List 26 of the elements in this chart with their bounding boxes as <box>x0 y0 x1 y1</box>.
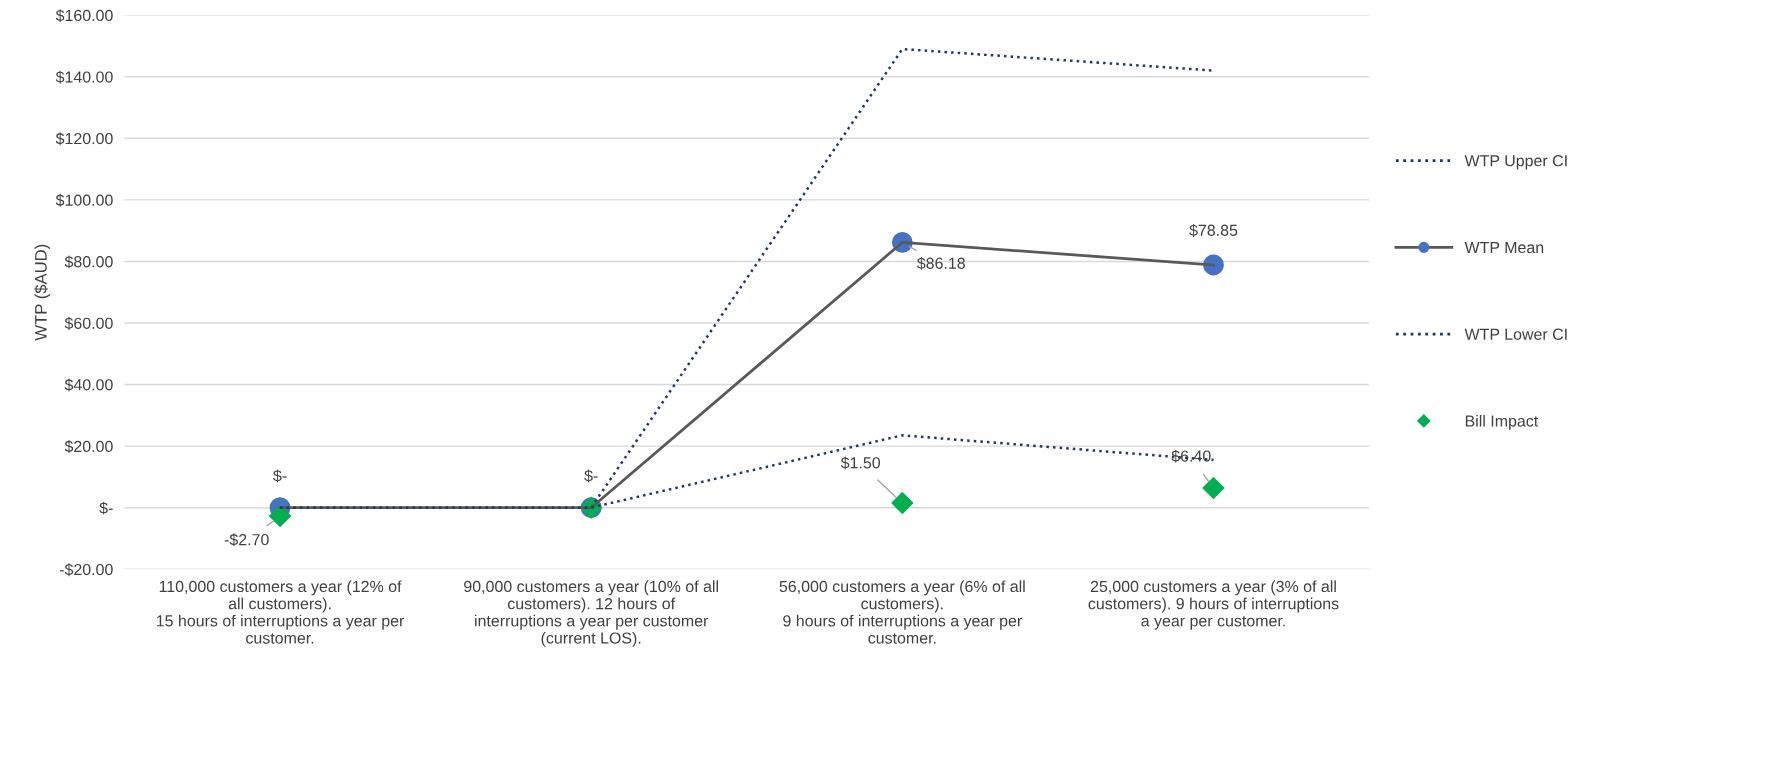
legend-label: WTP Lower CI <box>1464 328 1567 340</box>
y-tick-label: $60.00 <box>64 316 113 330</box>
legend-label: WTP Upper CI <box>1464 155 1567 170</box>
y-tick-label: $40.00 <box>64 378 113 392</box>
y-axis-title: WTP ($AUD) <box>34 244 51 341</box>
x-tick-label: 110,000 customers a year (12% of all customers). 15 hours of interruptions a year per customer. <box>156 580 405 644</box>
data-label: $- <box>273 469 287 483</box>
y-tick-label: $20.00 <box>64 440 113 454</box>
data-label: -$2.70 <box>224 533 269 547</box>
data-label: $86.18 <box>916 256 965 270</box>
y-tick-label: $- <box>99 501 113 515</box>
data-label: $6.40 <box>1171 449 1211 463</box>
legend-label: WTP Mean <box>1464 241 1544 254</box>
data-label: $1.50 <box>840 456 881 470</box>
y-tick-label: $160.00 <box>55 9 113 23</box>
legend-label: Bill Impact <box>1465 414 1539 430</box>
y-tick-label: -$20.00 <box>59 563 113 577</box>
data-label: $78.85 <box>1189 223 1238 237</box>
x-tick-label: 90,000 customers a year (10% of all customers). 12 hours of interruptions a year per customer (current LOS). <box>464 580 718 647</box>
y-tick-label: $120.00 <box>55 132 113 146</box>
data-label: $- <box>584 469 598 483</box>
y-tick-label: $80.00 <box>64 255 113 269</box>
y-tick-label: $100.00 <box>55 193 113 207</box>
x-tick-label: 25,000 customers a year (3% of all customers). 9 hours of interruptions a year per customer. <box>1088 580 1339 630</box>
y-tick-label: $140.00 <box>55 70 113 84</box>
x-tick-label: 56,000 customers a year (6% of all customers). 9 hours of interruptions a year per customer. <box>779 580 1025 644</box>
